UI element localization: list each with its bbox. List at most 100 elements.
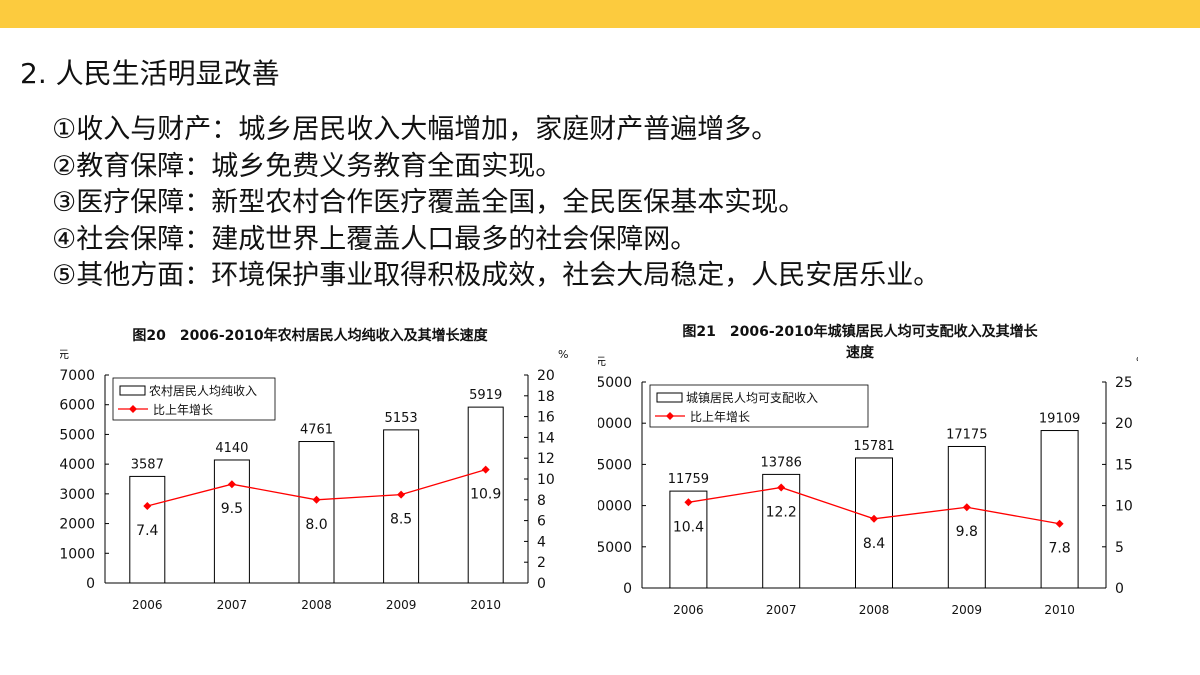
growth-point xyxy=(1055,519,1064,528)
top-accent-bar xyxy=(0,0,1200,28)
bar xyxy=(1040,430,1079,589)
legend-bar-swatch xyxy=(119,385,146,396)
y-tick-label: 6000 xyxy=(60,398,95,414)
bar-value-label: 5919 xyxy=(469,388,502,403)
y2-tick-label: 6 xyxy=(537,514,546,530)
legend-line-marker xyxy=(129,405,137,413)
chart-title-line2: 速度 xyxy=(846,344,875,361)
y-tick-label: 5000 xyxy=(60,427,95,443)
growth-point xyxy=(777,483,786,492)
y-tick-label: 0 xyxy=(86,576,95,592)
legend-bar-label: 城镇居民人均可支配收入 xyxy=(686,391,818,405)
growth-value-label: 12.2 xyxy=(766,504,797,520)
bar xyxy=(669,490,708,589)
y-tick-label: 20000 xyxy=(598,416,632,432)
y2-tick-label: 12 xyxy=(537,451,555,467)
y2-tick-label: 18 xyxy=(537,389,555,405)
legend-line-label: 比上年增长 xyxy=(690,410,750,424)
y-tick-label: 1000 xyxy=(60,546,95,562)
y2-axis-label: % xyxy=(1136,355,1138,368)
growth-value-label: 8.5 xyxy=(390,512,412,528)
growth-value-label: 9.5 xyxy=(221,501,243,517)
growth-value-label: 7.8 xyxy=(1048,541,1070,557)
bar-value-label: 13786 xyxy=(761,455,802,470)
legend-box xyxy=(649,384,869,428)
y-axis-label: 元 xyxy=(598,355,606,368)
growth-point xyxy=(962,503,971,512)
y2-tick-label: 14 xyxy=(537,430,555,446)
bar xyxy=(855,457,893,589)
x-tick-label: 2008 xyxy=(301,598,332,612)
y-tick-label: 0 xyxy=(623,581,632,597)
page-title: 2. 人民生活明显改善 xyxy=(20,57,280,90)
growth-point xyxy=(312,495,321,504)
bar-value-label: 19109 xyxy=(1039,412,1080,427)
y2-tick-label: 16 xyxy=(537,410,555,426)
bar-value-label: 15781 xyxy=(853,439,894,454)
x-tick-label: 2010 xyxy=(470,598,501,612)
bar xyxy=(129,475,166,584)
bar xyxy=(467,406,504,584)
bar-value-label: 4761 xyxy=(300,423,333,438)
y-tick-label: 7000 xyxy=(60,368,95,384)
x-tick-label: 2006 xyxy=(673,603,704,617)
growth-value-label: 8.0 xyxy=(305,517,327,533)
x-tick-label: 2006 xyxy=(132,598,163,612)
growth-value-label: 8.4 xyxy=(863,536,885,552)
growth-point xyxy=(870,514,878,523)
bar xyxy=(947,445,986,589)
x-tick-label: 2009 xyxy=(386,598,417,612)
chart-title: 图21 2006-2010年城镇居民人均可支配收入及其增长 xyxy=(682,323,1038,340)
growth-point xyxy=(397,490,406,499)
y2-tick-label: 20 xyxy=(537,368,555,384)
y-tick-label: 5000 xyxy=(598,540,632,556)
y2-tick-label: 8 xyxy=(537,493,546,509)
growth-point xyxy=(227,480,236,489)
x-tick-label: 2007 xyxy=(766,603,797,617)
y2-tick-label: 10 xyxy=(1115,499,1133,515)
y2-tick-label: 10 xyxy=(537,472,555,488)
bar xyxy=(213,459,250,584)
legend-line-marker xyxy=(666,412,674,420)
legend-bar-label: 农村居民人均纯收入 xyxy=(149,384,257,398)
growth-point xyxy=(481,465,490,474)
growth-value-label: 9.8 xyxy=(956,524,978,540)
y2-tick-label: 0 xyxy=(537,576,546,592)
growth-value-label: 10.4 xyxy=(673,519,704,535)
y2-tick-label: 15 xyxy=(1115,457,1133,473)
bar-value-label: 5153 xyxy=(385,411,418,426)
x-tick-label: 2010 xyxy=(1044,603,1075,617)
y-tick-label: 10000 xyxy=(598,499,632,515)
chart-title: 图20 2006-2010年农村居民人均纯收入及其增长速度 xyxy=(132,327,488,344)
bar-value-label: 11759 xyxy=(668,472,709,487)
y2-tick-label: 5 xyxy=(1115,540,1124,556)
bar-value-label: 17175 xyxy=(946,427,987,442)
growth-value-label: 10.9 xyxy=(470,487,501,503)
growth-point xyxy=(684,498,693,507)
bar-value-label: 4140 xyxy=(215,441,248,456)
growth-point xyxy=(143,502,152,511)
y2-axis-label: % xyxy=(558,348,568,361)
y2-tick-label: 25 xyxy=(1115,375,1133,391)
content-list: ①收入与财产：城乡居民收入大幅增加，家庭财产普遍增多。 ②教育保障：城乡免费义务… xyxy=(52,112,940,295)
y-tick-label: 3000 xyxy=(60,487,95,503)
x-tick-label: 2007 xyxy=(217,598,248,612)
list-item: ③医疗保障：新型农村合作医疗覆盖全国，全民医保基本实现。 xyxy=(52,187,806,218)
bar xyxy=(298,441,335,584)
y2-tick-label: 20 xyxy=(1115,416,1133,432)
list-item: ④社会保障：建成世界上覆盖人口最多的社会保障网。 xyxy=(52,223,698,255)
x-tick-label: 2009 xyxy=(952,603,983,617)
y2-tick-label: 0 xyxy=(1115,581,1124,597)
x-tick-label: 2008 xyxy=(859,603,890,617)
legend-line-label: 比上年增长 xyxy=(153,403,213,417)
list-item: ①收入与财产：城乡居民收入大幅增加，家庭财产普遍增多。 xyxy=(52,114,779,145)
bar-value-label: 3587 xyxy=(131,457,164,472)
y2-tick-label: 2 xyxy=(537,555,546,571)
legend-bar-swatch xyxy=(656,392,683,403)
bar xyxy=(762,473,801,589)
y-tick-label: 25000 xyxy=(598,375,632,391)
legend-box xyxy=(112,377,276,421)
